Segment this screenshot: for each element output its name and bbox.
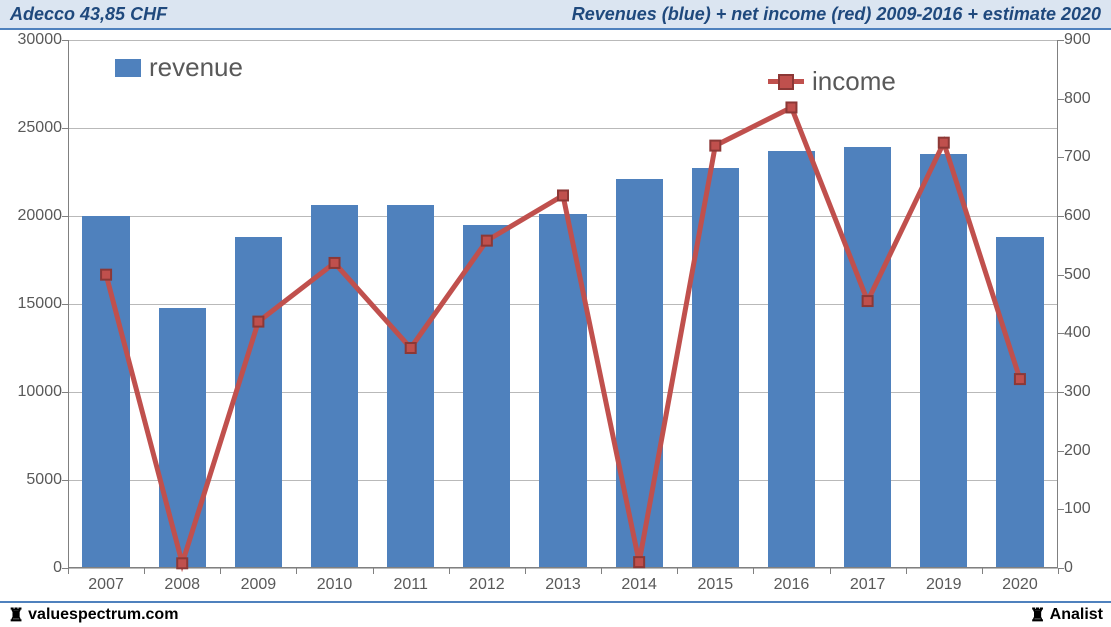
x-tick (68, 568, 69, 574)
x-tick-label: 2012 (469, 568, 505, 594)
y-right-tick (1058, 99, 1064, 100)
rook-icon: ♜ (8, 606, 24, 624)
y-right-tick (1058, 216, 1064, 217)
axis-left (68, 40, 69, 568)
y-left-tick-label: 20000 (18, 207, 69, 225)
legend-label: revenue (149, 52, 243, 83)
x-tick (373, 568, 374, 574)
y-left-tick-label: 25000 (18, 119, 69, 137)
x-tick (753, 568, 754, 574)
y-right-tick (1058, 40, 1064, 41)
footer-right: ♜ Analist (1030, 606, 1103, 624)
y-left-tick-label: 30000 (18, 31, 69, 49)
x-tick (677, 568, 678, 574)
chart-container: Adecco 43,85 CHF Revenues (blue) + net i… (0, 0, 1111, 627)
legend-swatch-line (768, 79, 804, 84)
footer-left: ♜ valuespectrum.com (8, 606, 178, 624)
footer-left-text: valuespectrum.com (28, 606, 178, 624)
x-tick (449, 568, 450, 574)
x-tick-label: 2016 (774, 568, 810, 594)
x-tick (525, 568, 526, 574)
chart-footer: ♜ valuespectrum.com ♜ Analist (0, 601, 1111, 627)
bar (692, 168, 739, 568)
income-marker (710, 141, 720, 151)
x-tick (906, 568, 907, 574)
axis-bottom (68, 567, 1058, 568)
y-right-tick (1058, 509, 1064, 510)
bar (616, 179, 663, 568)
bar (387, 205, 434, 568)
legend-revenue: revenue (115, 52, 243, 83)
income-marker (939, 138, 949, 148)
legend-label: income (812, 66, 896, 97)
income-marker (558, 190, 568, 200)
bar (920, 154, 967, 568)
x-tick-label: 2015 (698, 568, 734, 594)
y-right-tick (1058, 451, 1064, 452)
income-marker (786, 102, 796, 112)
x-tick-label: 2014 (621, 568, 657, 594)
x-tick (982, 568, 983, 574)
gridline (68, 128, 1058, 129)
x-tick-label: 2008 (164, 568, 200, 594)
y-right-tick (1058, 275, 1064, 276)
x-tick (601, 568, 602, 574)
x-tick (1058, 568, 1059, 574)
y-right-tick (1058, 392, 1064, 393)
legend-swatch-bar (115, 59, 141, 77)
x-tick (830, 568, 831, 574)
rook-icon: ♜ (1030, 606, 1046, 624)
x-tick (220, 568, 221, 574)
bar (996, 237, 1043, 568)
x-tick-label: 2009 (241, 568, 277, 594)
x-tick-label: 2017 (850, 568, 886, 594)
x-tick-label: 2013 (545, 568, 581, 594)
x-tick-label: 2019 (926, 568, 962, 594)
x-tick-label: 2007 (88, 568, 124, 594)
chart-header: Adecco 43,85 CHF Revenues (blue) + net i… (0, 0, 1111, 30)
x-tick-label: 2010 (317, 568, 353, 594)
bar (463, 225, 510, 568)
y-right-tick (1058, 333, 1064, 334)
x-tick-label: 2011 (393, 568, 427, 594)
bar (235, 237, 282, 568)
bar (159, 308, 206, 568)
x-tick (296, 568, 297, 574)
y-right-tick (1058, 157, 1064, 158)
y-left-tick-label: 15000 (18, 295, 69, 313)
bar (844, 147, 891, 568)
bar (311, 205, 358, 568)
plot-area: 0500010000150002000025000300000100200300… (68, 40, 1058, 568)
x-tick (144, 568, 145, 574)
axis-right (1057, 40, 1058, 568)
legend-income: income (768, 66, 896, 97)
x-tick-label: 2020 (1002, 568, 1038, 594)
gridline (68, 40, 1058, 41)
chart-title-left: Adecco 43,85 CHF (10, 4, 167, 25)
footer-right-text: Analist (1050, 606, 1103, 624)
bar (82, 216, 129, 568)
bar (768, 151, 815, 568)
y-left-tick-label: 10000 (18, 383, 69, 401)
bar (539, 214, 586, 568)
chart-title-right: Revenues (blue) + net income (red) 2009-… (572, 4, 1101, 25)
